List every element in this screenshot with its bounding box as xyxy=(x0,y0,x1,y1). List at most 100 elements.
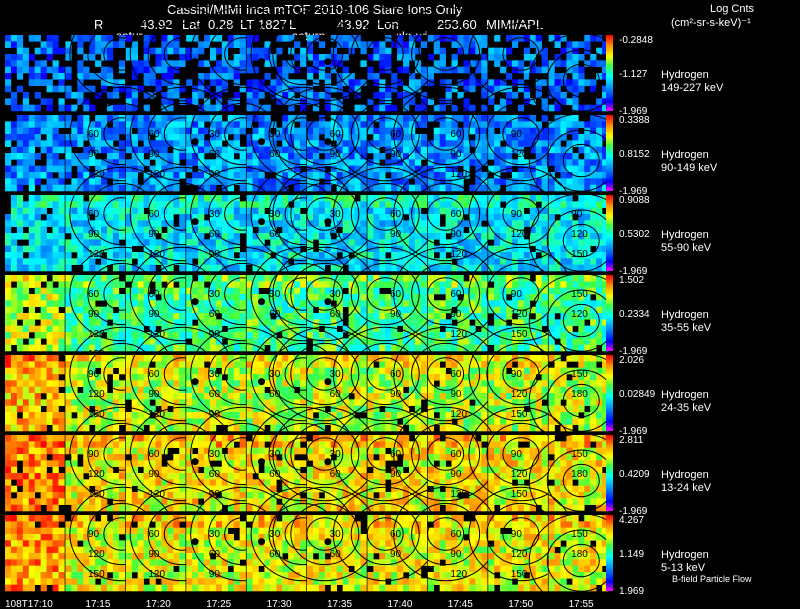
energy-row xyxy=(5,6,634,128)
image-panel xyxy=(393,6,499,112)
image-panel: 60 90 120 xyxy=(125,326,235,432)
saturn-marker xyxy=(258,298,266,306)
legend-text: B-field Particle Flow xyxy=(672,574,752,584)
image-panel xyxy=(5,35,65,112)
contour-label: 60 xyxy=(209,309,221,320)
contour-label: 90 xyxy=(571,209,583,220)
image-panel: 60 90 xyxy=(332,86,438,192)
colorbar-max-label: 2.026 xyxy=(619,355,644,366)
time-tick-label: 108T17:10 xyxy=(5,599,53,609)
image-panel: 90 120 xyxy=(468,166,574,272)
panel-pixels xyxy=(65,515,126,592)
contour-label: 30 xyxy=(269,369,281,380)
image-panel: 150 180 xyxy=(528,513,634,608)
contour-line xyxy=(411,22,481,86)
contour-line xyxy=(306,517,344,551)
contour-line xyxy=(411,342,481,406)
lt-label: LT xyxy=(240,17,254,32)
panel-pixels xyxy=(488,275,548,352)
contour-line xyxy=(562,143,600,178)
saturn-marker xyxy=(324,138,332,146)
contour-line xyxy=(290,182,360,246)
contour-label: 30 xyxy=(330,209,342,220)
image-panel xyxy=(5,435,65,512)
image-panel: 60 90 120 xyxy=(393,246,499,352)
image-panel: 30 60 xyxy=(246,406,356,512)
units-line-2: (cm²-sr-s-keV)⁻¹ xyxy=(671,17,751,29)
contour-label: 120 xyxy=(88,469,105,480)
units-line-1: Log Cnts xyxy=(710,3,755,15)
colorbar-max-label: 0.3388 xyxy=(619,115,650,126)
species-label: Hydrogen xyxy=(661,549,709,561)
colorbar-min-label: -1.969 xyxy=(619,186,648,197)
contour-line xyxy=(546,289,616,352)
species-label: Hydrogen xyxy=(661,149,709,161)
contour-label: 90 xyxy=(88,369,100,380)
contour-label: 120 xyxy=(571,309,588,320)
image-panel xyxy=(5,355,65,432)
time-tick-label: 17:45 xyxy=(448,599,473,609)
contour-label: 60 xyxy=(88,129,100,140)
panel-pixels xyxy=(5,515,65,592)
contour-label: 30 xyxy=(269,289,281,300)
contour-line xyxy=(427,437,465,471)
species-label: Hydrogen xyxy=(661,469,709,481)
contour-line xyxy=(411,102,481,166)
contour-label: 120 xyxy=(148,169,165,180)
contour-line xyxy=(350,502,420,566)
contour-label: 90 xyxy=(148,469,160,480)
image-panel: 60 90 xyxy=(332,326,438,432)
panel-pixels xyxy=(307,35,367,112)
contour-label: 60 xyxy=(330,389,342,400)
contour-label: 120 xyxy=(511,469,528,480)
contour-label: 90 xyxy=(88,529,100,540)
contour-label: 90 xyxy=(148,549,160,560)
contour-label: 90 xyxy=(390,549,402,560)
image-panel: 60 90 120 xyxy=(65,166,175,272)
contour-label: 60 xyxy=(269,229,281,240)
time-tick-label: 17:40 xyxy=(387,599,412,609)
contour-line xyxy=(306,357,344,391)
source-label: MIMI/APL xyxy=(486,17,543,32)
panel-pixels xyxy=(427,515,488,592)
contour-line xyxy=(411,182,481,246)
contour-line xyxy=(350,422,420,486)
contour-label: 30 xyxy=(269,129,281,140)
saturn-marker xyxy=(258,58,266,66)
contour-label: 120 xyxy=(88,249,105,260)
contour-label: 60 xyxy=(148,449,160,460)
contour-label: 60 xyxy=(450,129,462,140)
image-panel: 30 60 90 xyxy=(186,486,296,592)
time-tick-label: 17:30 xyxy=(267,599,292,609)
colorbar xyxy=(606,435,613,511)
contour-line xyxy=(290,342,360,406)
contour-label: 90 xyxy=(390,149,402,160)
image-panel: 150 120 xyxy=(528,273,634,368)
panel-pixels xyxy=(5,435,65,512)
contour-label: 60 xyxy=(330,469,342,480)
energy-range-label: 35-55 keV xyxy=(661,322,712,334)
lat-value: 0.28 xyxy=(208,17,233,32)
contour-line xyxy=(546,129,616,192)
contour-label: 120 xyxy=(450,249,467,260)
image-panel: 30 60 xyxy=(272,486,378,592)
panel-pixels xyxy=(246,275,307,352)
contour-label: 90 xyxy=(450,309,462,320)
contour-line xyxy=(366,37,404,71)
image-panel: 60 90 120 xyxy=(393,166,499,272)
contour-line xyxy=(306,277,344,311)
contour-label: 150 xyxy=(571,529,588,540)
colorbar-max-label: 0.9088 xyxy=(619,195,650,206)
time-tick-label: 17:35 xyxy=(327,599,352,609)
contour-label: 120 xyxy=(88,389,105,400)
contour-line xyxy=(366,277,404,311)
saturn-marker xyxy=(258,138,266,146)
panel-pixels xyxy=(5,195,65,272)
image-panel: 60 90 120 xyxy=(393,86,499,192)
contour-label: 150 xyxy=(88,409,105,420)
contour-label: 150 xyxy=(511,329,528,340)
contour-line xyxy=(350,182,420,246)
contour-label: 120 xyxy=(148,329,165,340)
contour-label: 60 xyxy=(269,549,281,560)
energy-row: 6090120609012030609030603060609060901209… xyxy=(5,166,634,288)
